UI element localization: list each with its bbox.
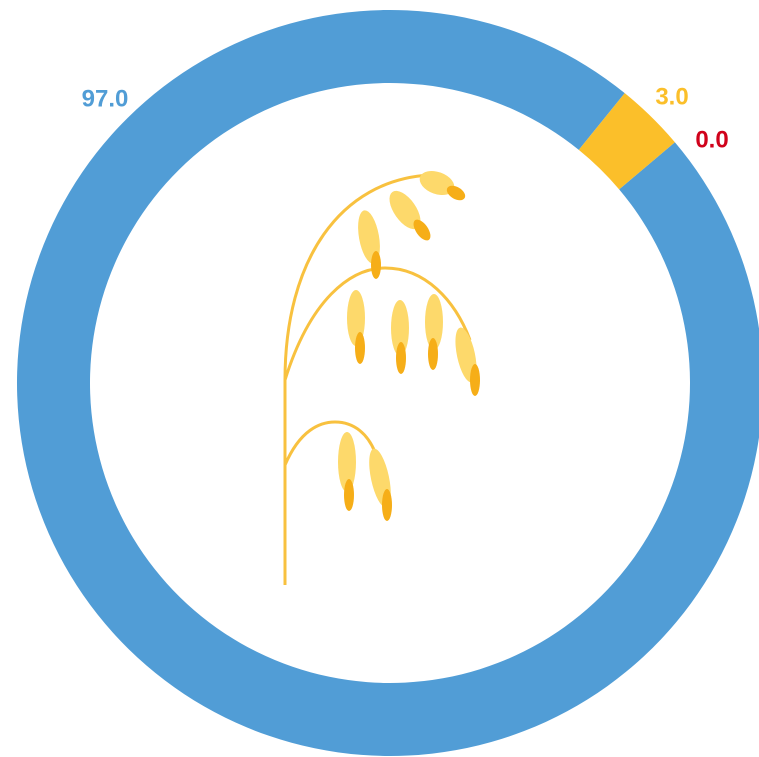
chart: 97.0 3.0 0.0 [0, 0, 759, 757]
page: {"chart_data": {"type": "donut", "values… [0, 0, 759, 757]
oat-grains [338, 167, 481, 521]
oat-branch [285, 422, 375, 465]
value-label: 97.0 [82, 85, 129, 112]
value-label: 0.0 [695, 126, 728, 153]
value-label: 3.0 [655, 83, 688, 110]
oat-stem [285, 175, 430, 585]
